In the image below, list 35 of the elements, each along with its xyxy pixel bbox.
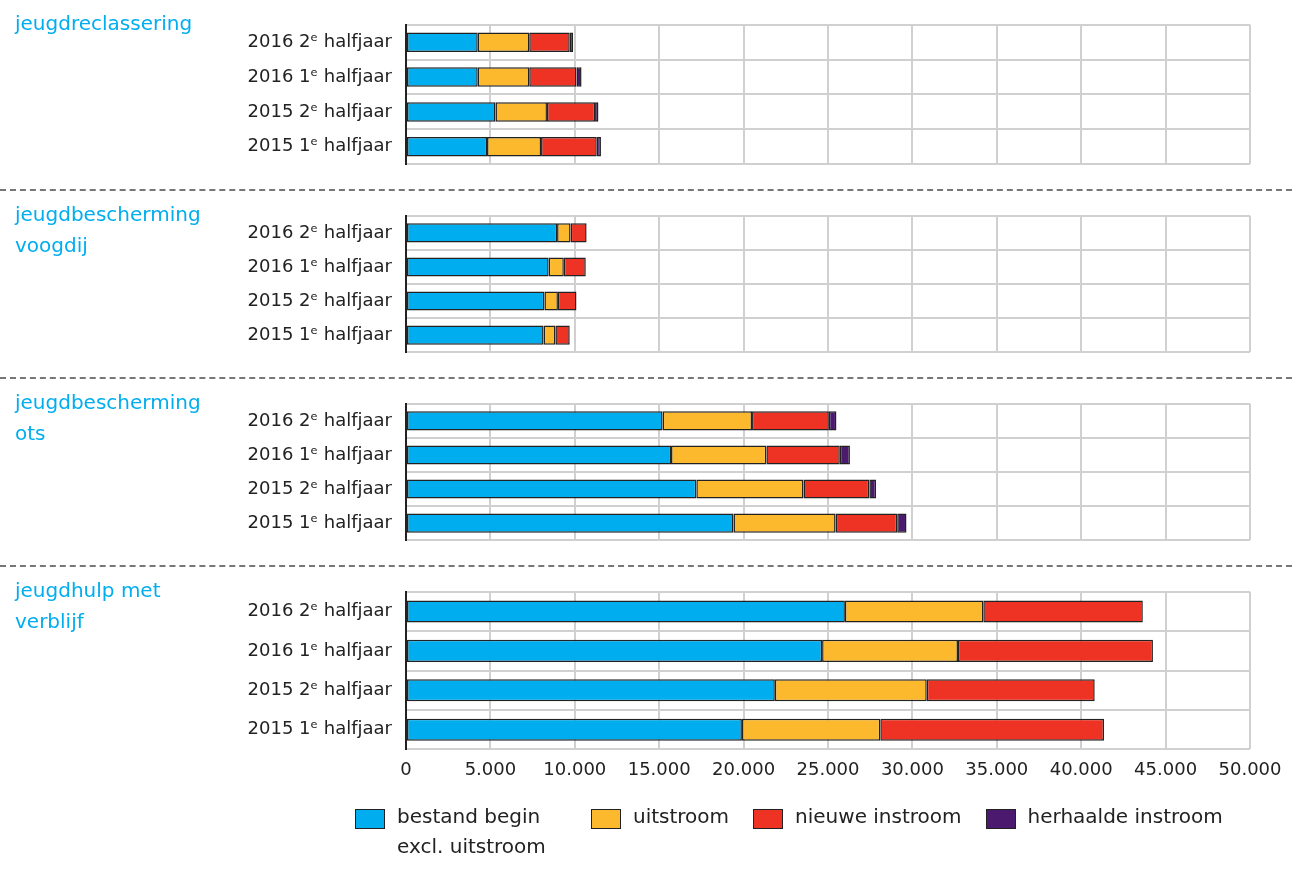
- x-tick-label: 50.000: [1218, 757, 1282, 779]
- y-tick-label: 2016 1ᵉ halfjaar: [247, 442, 393, 464]
- legend-label: uitstroom: [633, 803, 730, 830]
- y-tick-label: 2015 2ᵉ halfjaar: [247, 99, 393, 121]
- x-tick-label: 45.000: [1134, 757, 1198, 779]
- x-tick-label: 40.000: [1049, 757, 1113, 779]
- y-tick-label: 2016 2ᵉ halfjaar: [247, 599, 393, 621]
- x-tick-label: 0: [400, 757, 412, 779]
- y-tick-label: 2016 1ᵉ halfjaar: [247, 638, 393, 660]
- y-tick-label: 2015 2ᵉ halfjaar: [247, 476, 393, 498]
- text: jeugdreclassering: [15, 10, 194, 37]
- text: jeugdbescherming ots: [15, 389, 202, 447]
- text: jeugdhulp met verblijf: [15, 577, 162, 635]
- y-tick-label: 2015 2ᵉ halfjaar: [247, 677, 393, 699]
- y-tick-label: 2015 2ᵉ halfjaar: [247, 288, 393, 310]
- x-tick-label: 10.000: [543, 757, 607, 779]
- x-tick-label: 35.000: [965, 757, 1029, 779]
- legend-label: nieuwe instroom: [795, 803, 962, 830]
- x-tick-label: 25.000: [796, 757, 860, 779]
- y-tick-label: 2016 2ᵉ halfjaar: [247, 408, 393, 430]
- x-tick-label: 5.000: [464, 757, 517, 779]
- y-tick-label: 2016 2ᵉ halfjaar: [247, 220, 393, 242]
- y-tick-label: 2015 1ᵉ halfjaar: [247, 717, 393, 739]
- y-tick-label: 2016 2ᵉ halfjaar: [247, 29, 393, 51]
- x-tick-label: 20.000: [712, 757, 776, 779]
- y-tick-label: 2016 1ᵉ halfjaar: [247, 254, 393, 276]
- legend-label: herhaalde instroom: [1027, 803, 1223, 830]
- y-tick-label: 2016 1ᵉ halfjaar: [247, 64, 393, 86]
- x-tick-label: 15.000: [627, 757, 691, 779]
- y-tick-label: 2015 1ᵉ halfjaar: [247, 510, 393, 532]
- text: jeugdbescherming voogdij: [15, 201, 202, 259]
- y-tick-label: 2015 1ᵉ halfjaar: [247, 134, 393, 156]
- legend-label: bestand begin excl. uitstroom: [397, 803, 547, 860]
- y-tick-label: 2015 1ᵉ halfjaar: [247, 322, 393, 344]
- x-tick-label: 30.000: [880, 757, 944, 779]
